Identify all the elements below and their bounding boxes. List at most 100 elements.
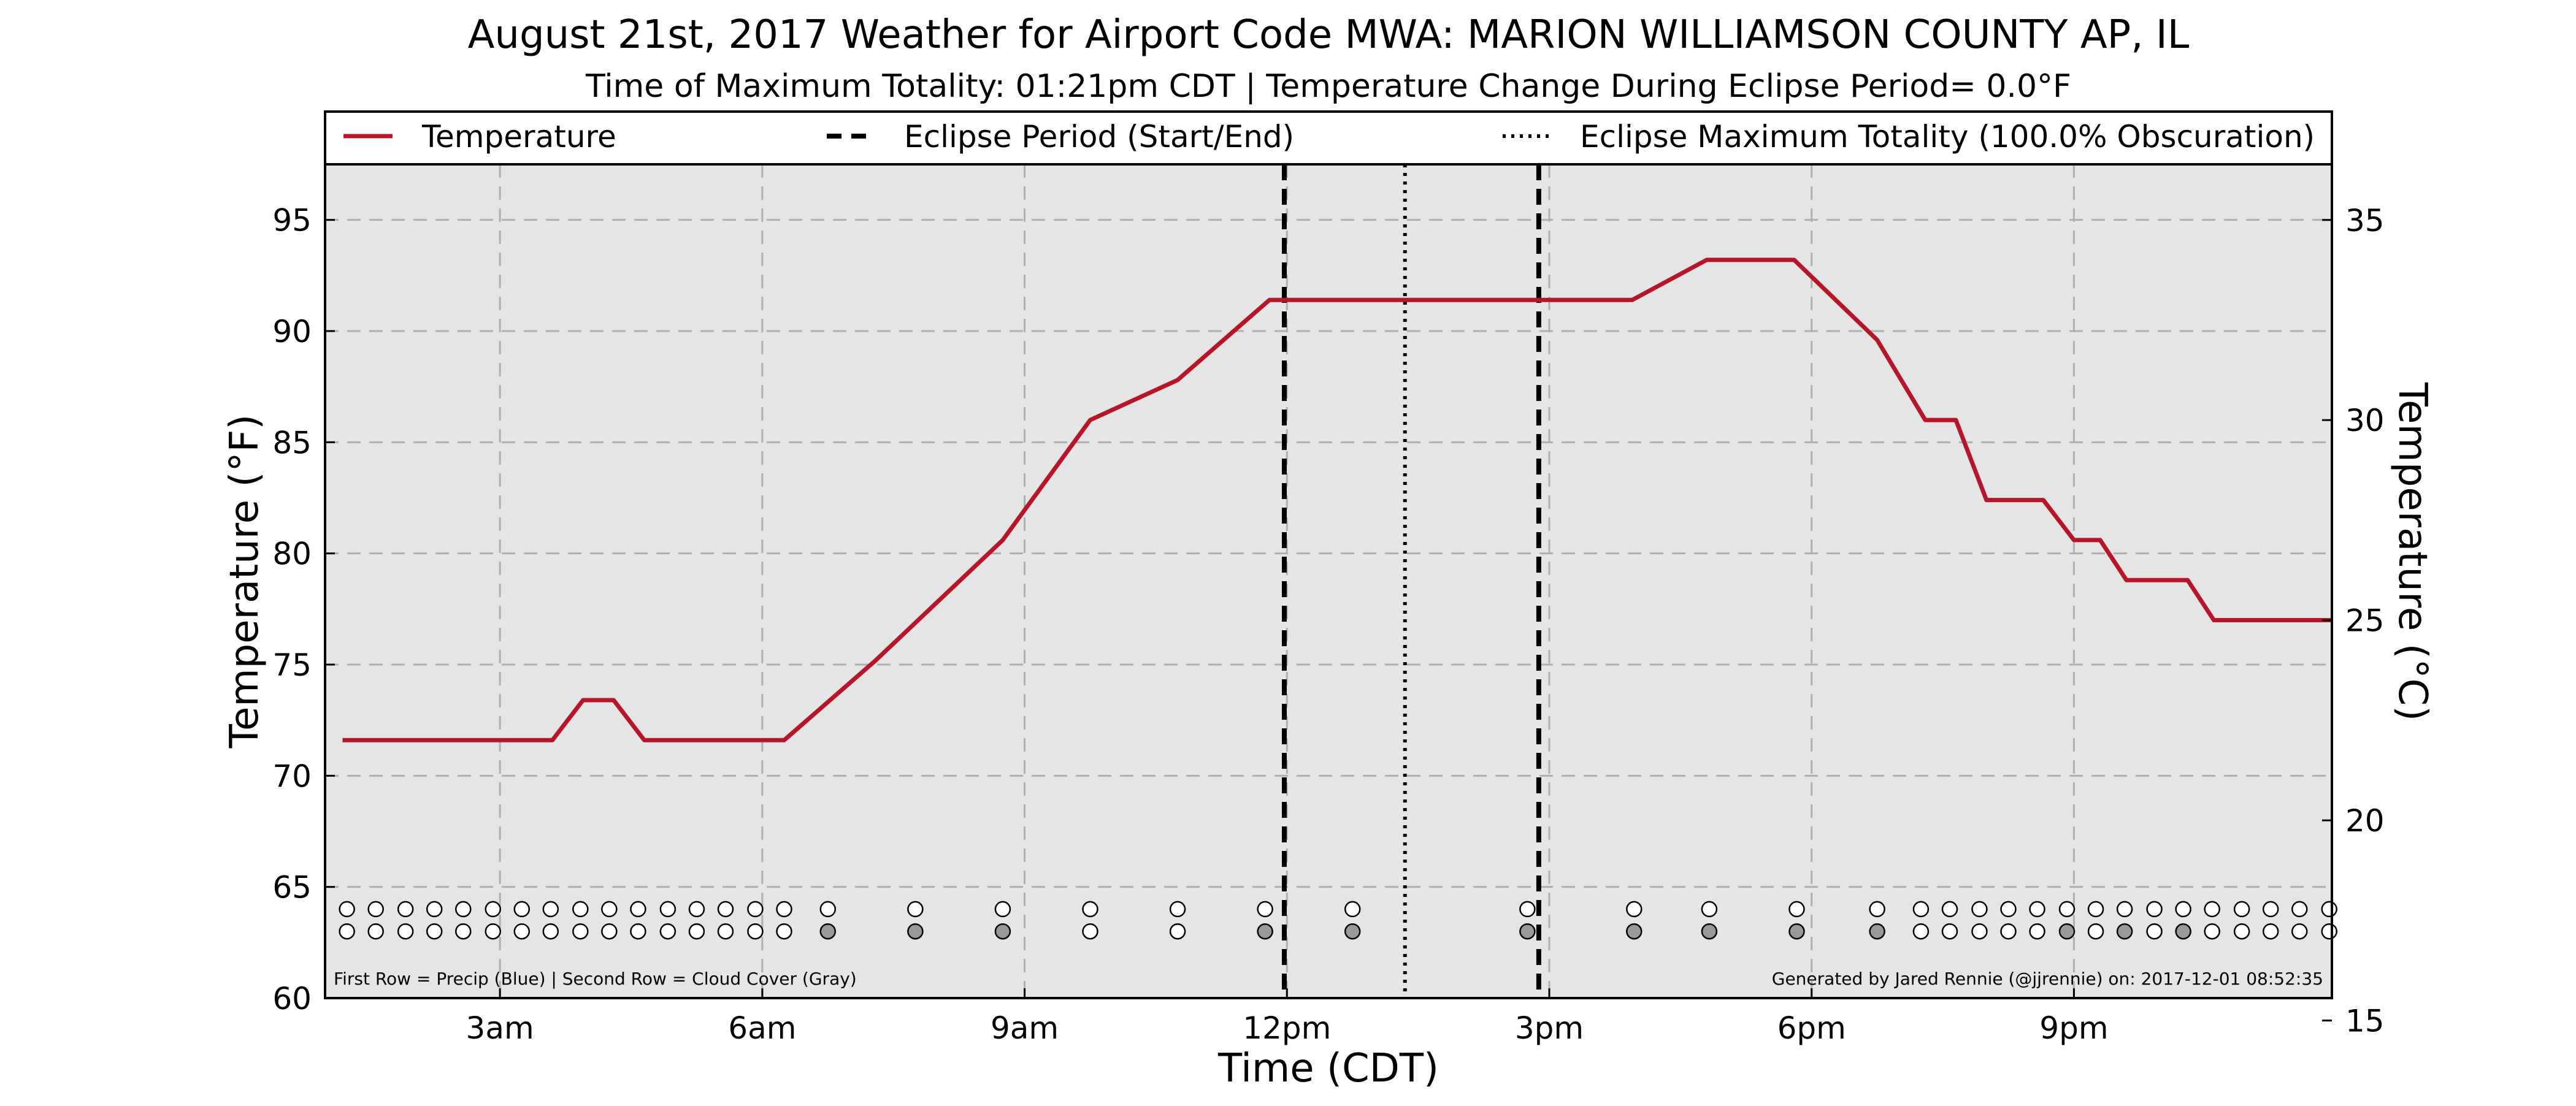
grid [325, 164, 2332, 998]
cloud-cover-dot [776, 923, 792, 940]
cloud-cover-dot [601, 923, 618, 940]
x-tick-label: 12pm [1243, 1010, 1331, 1046]
cloud-cover-dot [513, 923, 531, 940]
precip-dot [426, 901, 443, 918]
y-axis-label-left: Temperature (°F) [222, 414, 267, 749]
precip-dot [717, 901, 734, 918]
x-tick-label: 3pm [1515, 1010, 1584, 1046]
temperature-series [342, 257, 2332, 742]
cloud-cover-dot [542, 923, 559, 940]
cloud-cover-dot [2321, 923, 2337, 940]
precip-dot [601, 901, 618, 918]
cloud-cover-dot [2204, 923, 2220, 940]
x-tick-label: 6am [728, 1010, 796, 1046]
cloud-cover-dot [630, 923, 646, 940]
precip-dot [2262, 901, 2279, 918]
precip-dot [367, 901, 384, 918]
precip-dot [659, 901, 677, 918]
axes: 60 65 70 75 80 85 90 95 3am 6am 9am 12pm 3pm 6pm 9pm 15… [272, 203, 2384, 1046]
eclipse-markers [1282, 164, 1541, 998]
cloud-cover-dot [572, 923, 589, 940]
cloud-cover-dot [907, 923, 924, 940]
precip-dot [339, 901, 355, 918]
precip-dot [1971, 901, 1988, 918]
precip-dot [2116, 901, 2133, 918]
precip-dot [630, 901, 646, 918]
cloud-cover-dot [2087, 923, 2104, 940]
precip-dot [776, 901, 792, 918]
y-tick-label-left: 70 [272, 758, 312, 794]
precip-dot [1626, 901, 1643, 918]
y-axis-label-right: Temperature (°C) [2390, 382, 2435, 721]
cloud-cover-dot [1941, 923, 1958, 940]
cloud-cover-dot [659, 923, 677, 940]
y-tick-label-left: 85 [272, 425, 312, 460]
precip-dot [907, 901, 924, 918]
precip-dot [455, 901, 472, 918]
y-tick-label-left: 65 [272, 870, 312, 906]
cloud-cover-dot [2175, 923, 2191, 940]
precip-cloud-rows [339, 901, 2337, 940]
cloud-cover-dot [717, 923, 734, 940]
cloud-cover-dot [1701, 923, 1718, 940]
precip-dot [2029, 901, 2045, 918]
cloud-cover-dot [2291, 923, 2308, 940]
cloud-cover-dot [819, 923, 837, 940]
y-tick-label-left: 80 [272, 536, 312, 572]
cloud-cover-dot [1626, 923, 1643, 940]
cloud-cover-dot [1344, 923, 1361, 940]
precip-dot [1869, 901, 1885, 918]
plot-background [325, 164, 2332, 998]
cloud-cover-dot [2029, 923, 2045, 940]
x-tick-label: 6pm [1777, 1010, 1846, 1046]
precip-dot [1082, 901, 1098, 918]
y-tick-label-right: 20 [2345, 803, 2385, 839]
precip-dot [2087, 901, 2104, 918]
cloud-cover-dot [747, 923, 764, 940]
precip-dot [2291, 901, 2308, 918]
precip-dot [1257, 901, 1273, 918]
cloud-cover-dot [1869, 923, 1885, 940]
cloud-cover-dot [2000, 923, 2017, 940]
temperature-line [342, 257, 2332, 742]
precip-dot [542, 901, 559, 918]
cloud-cover-dot [1788, 923, 1805, 940]
precip-dot [1344, 901, 1361, 918]
precip-dot [572, 901, 589, 918]
legend-label-eclipse-max: Eclipse Maximum Totality (100.0% Obscura… [1580, 119, 2315, 154]
legend-box [324, 110, 2333, 166]
precip-dot [2000, 901, 2017, 918]
cloud-cover-dot [688, 923, 705, 940]
precip-dot [1169, 901, 1186, 918]
legend-label-eclipse-period: Eclipse Period (Start/End) [904, 119, 1294, 154]
cloud-cover-dot [397, 923, 414, 940]
x-tick-label: 9pm [2039, 1010, 2108, 1046]
cloud-cover-dot [2058, 923, 2076, 940]
legend: Temperature Eclipse Period (Start/End) E… [324, 110, 2333, 166]
y-tick-label-right: 15 [2345, 1004, 2385, 1039]
cloud-cover-dot [994, 923, 1011, 940]
x-axis-label: Time (CDT) [1217, 1046, 1439, 1091]
precip-dot [513, 901, 531, 918]
y-tick-label-right: 25 [2345, 603, 2385, 639]
precip-dot [2233, 901, 2250, 918]
precip-dot [2204, 901, 2220, 918]
y-tick-label-right: 30 [2345, 403, 2385, 438]
cloud-cover-dot [2116, 923, 2133, 940]
cloud-cover-dot [1519, 923, 1536, 940]
precip-dot [1912, 901, 1930, 918]
precip-dot [2146, 901, 2163, 918]
cloud-cover-dot [1912, 923, 1930, 940]
note-left: First Row = Precip (Blue) | Second Row =… [334, 969, 857, 989]
y-tick-label-left: 90 [272, 314, 312, 349]
precip-dot [1701, 901, 1718, 918]
cloud-cover-dot [485, 923, 501, 940]
y-tick-label-left: 95 [272, 203, 312, 238]
precip-dot [1788, 901, 1805, 918]
precip-dot [397, 901, 414, 918]
cloud-cover-dot [367, 923, 384, 940]
cloud-cover-dot [1257, 923, 1273, 940]
precip-dot [819, 901, 837, 918]
